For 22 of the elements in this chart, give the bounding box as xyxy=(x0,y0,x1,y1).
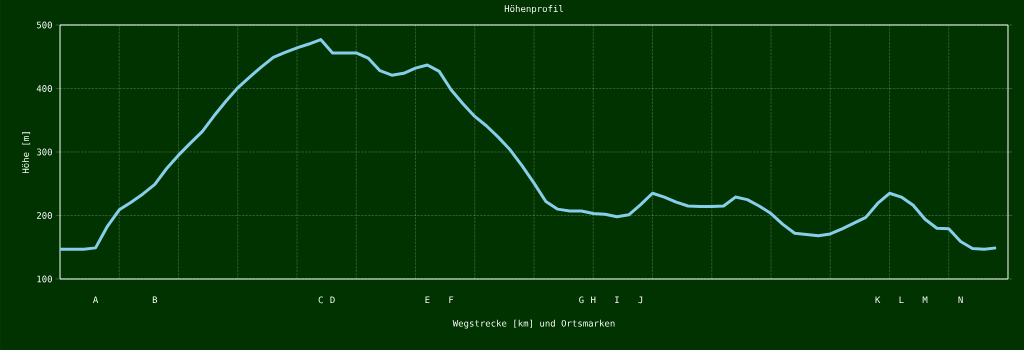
x-tick-label: N xyxy=(958,296,963,304)
y-tick-label: 500 xyxy=(36,21,52,29)
x-tick-label: C xyxy=(318,296,323,304)
x-tick-label: I xyxy=(615,296,619,304)
x-tick-label: K xyxy=(875,296,881,304)
x-tick-label: G xyxy=(579,296,584,304)
y-tick-label: 300 xyxy=(36,148,52,156)
x-tick-label: J xyxy=(638,296,643,304)
x-tick-label: E xyxy=(425,296,430,304)
x-tick-label: M xyxy=(922,296,928,304)
y-tick-label: 400 xyxy=(36,85,52,92)
x-tick-label: H xyxy=(591,296,596,304)
x-axis-title: Wegstrecke [km] und Ortsmarken xyxy=(452,319,615,329)
chart-title: Höhenprofil xyxy=(504,5,563,14)
x-tick-label: A xyxy=(93,296,99,304)
x-tick-label: L xyxy=(899,296,904,304)
x-tick-label: F xyxy=(449,296,454,304)
x-tick-label: D xyxy=(330,296,335,304)
x-tick-label: B xyxy=(152,296,158,304)
y-axis-title: Höhe [m] xyxy=(22,132,31,174)
y-tick-label: 100 xyxy=(37,275,52,283)
y-tick-label: 200 xyxy=(36,212,52,219)
